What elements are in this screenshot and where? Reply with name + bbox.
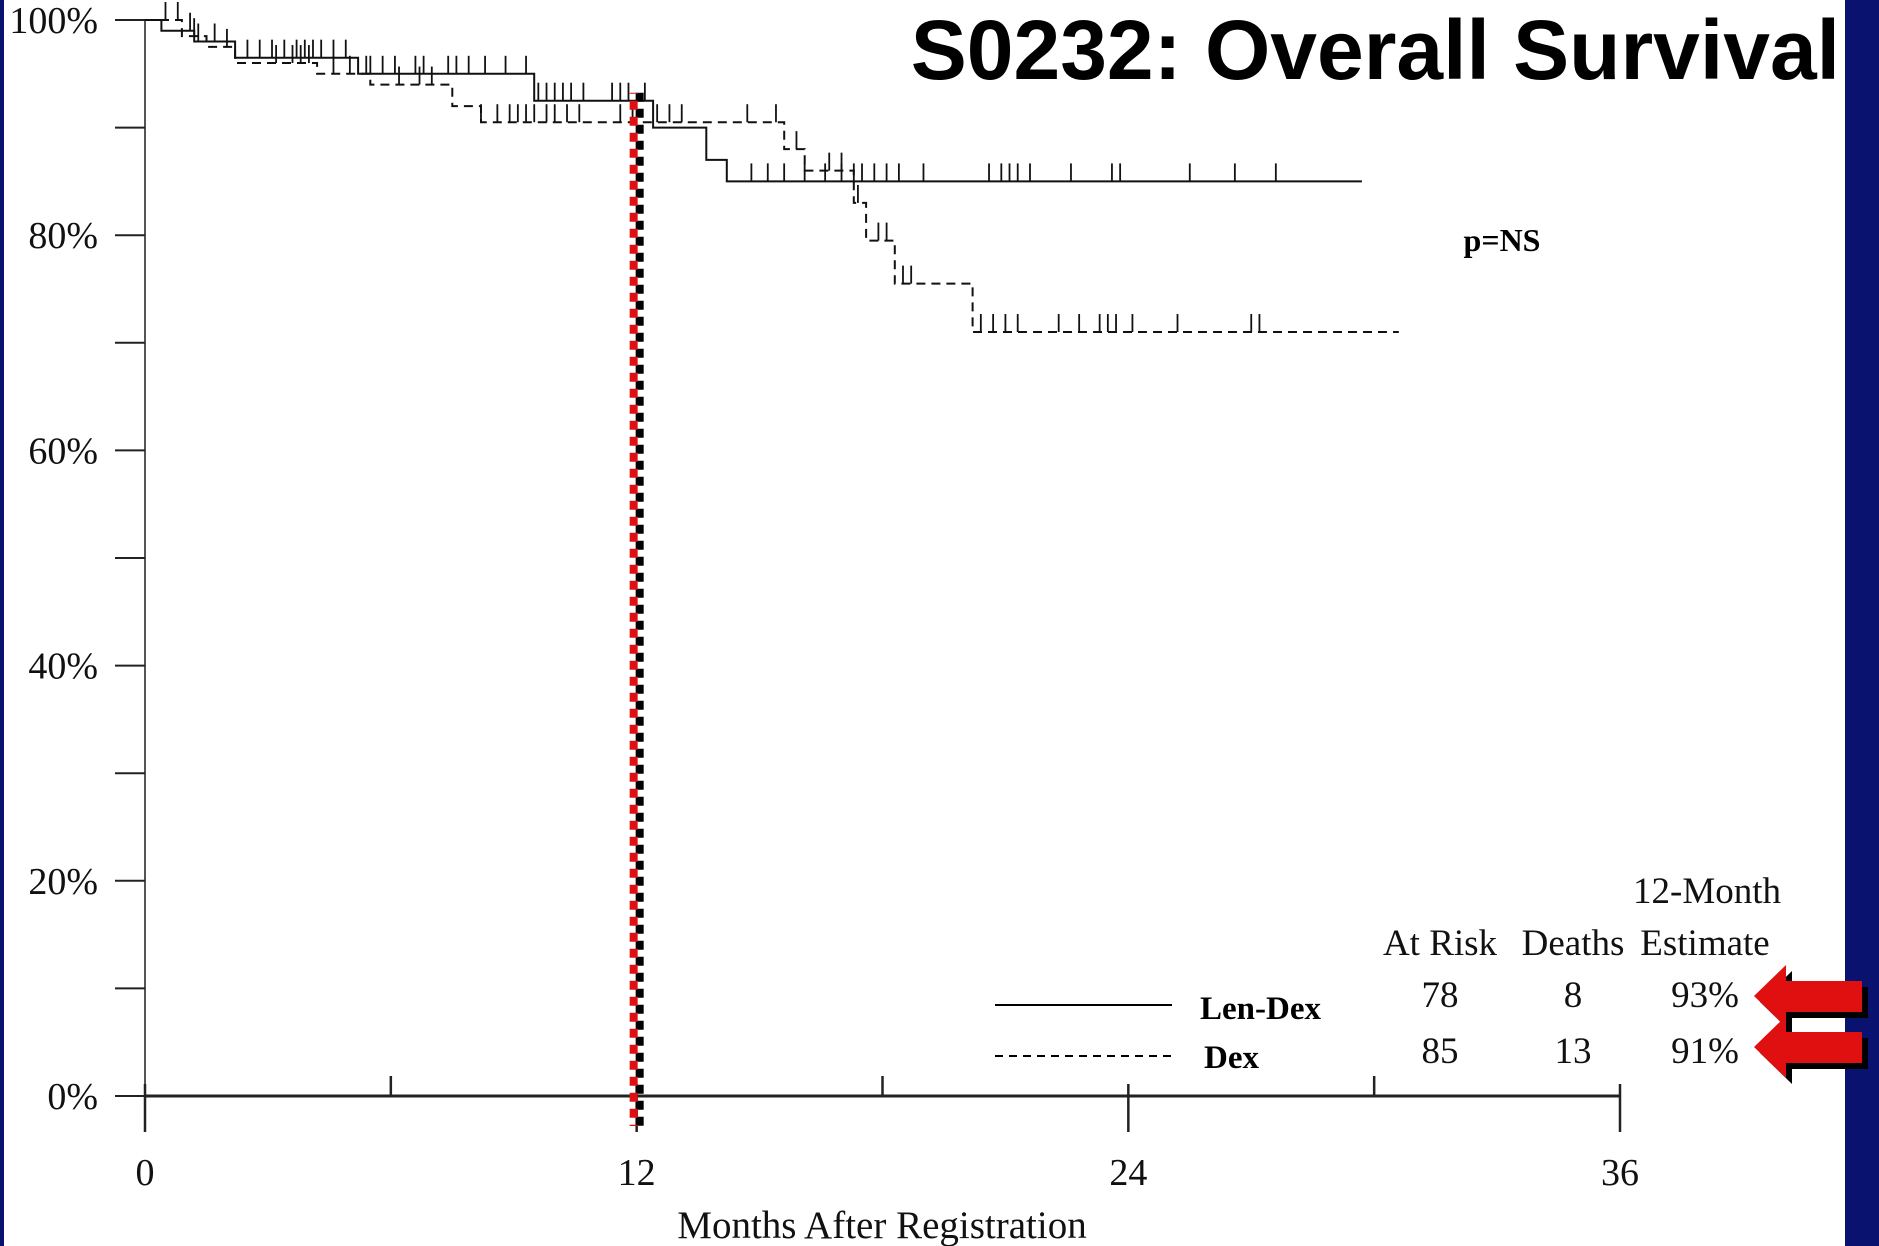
highlight-arrow-len-dex (1754, 965, 1868, 1033)
dex-estimate: 91% (1671, 1031, 1739, 1072)
survival-step-line (145, 19, 1362, 183)
chart-axes: 0% 20% 40% 60% 80% 100% 0 12 24 36 Months After Re… (9, 0, 1639, 1246)
curve-len-dex (145, 12, 1362, 183)
y-tick-label: 100% (9, 0, 98, 42)
dex-deaths: 13 (1555, 1031, 1592, 1072)
x-tick-label: 0 (136, 1152, 155, 1194)
twelve-month-reference-line (629, 92, 644, 1126)
legend-label-len-dex: Len-Dex (1200, 991, 1321, 1027)
y-tick-label: 0% (47, 1076, 98, 1118)
curve-dex (145, 2, 1399, 333)
len-dex-at-risk: 78 (1422, 975, 1459, 1016)
left-frame-strip (0, 0, 4, 1246)
x-tick-label: 12 (618, 1152, 656, 1194)
highlight-arrow-dex (1754, 1016, 1868, 1084)
p-value-annotation: p=NS (1464, 222, 1541, 258)
table-header-deaths: Deaths (1522, 923, 1625, 964)
table-header-at-risk: At Risk (1383, 923, 1498, 964)
legend-label-dex: Dex (1204, 1040, 1259, 1076)
table-header-top: 12-Month (1633, 871, 1782, 912)
len-dex-deaths: 8 (1564, 975, 1583, 1016)
table-header-estimate: Estimate (1640, 923, 1769, 964)
dex-at-risk: 85 (1422, 1031, 1459, 1072)
risk-table: 12-Month At Risk Deaths Estimate Len-Dex… (995, 871, 1782, 1076)
len-dex-estimate: 93% (1671, 975, 1739, 1016)
x-tick-label: 24 (1109, 1152, 1147, 1194)
y-tick-label: 60% (28, 430, 98, 472)
y-tick-label: 80% (28, 215, 98, 257)
y-tick-label: 40% (28, 646, 98, 688)
x-tick-label: 36 (1601, 1152, 1639, 1194)
x-axis-label: Months After Registration (677, 1204, 1086, 1246)
page-title: S0232: Overall Survival (910, 3, 1840, 97)
survival-curves (145, 2, 1399, 333)
y-tick-label: 20% (28, 861, 98, 903)
